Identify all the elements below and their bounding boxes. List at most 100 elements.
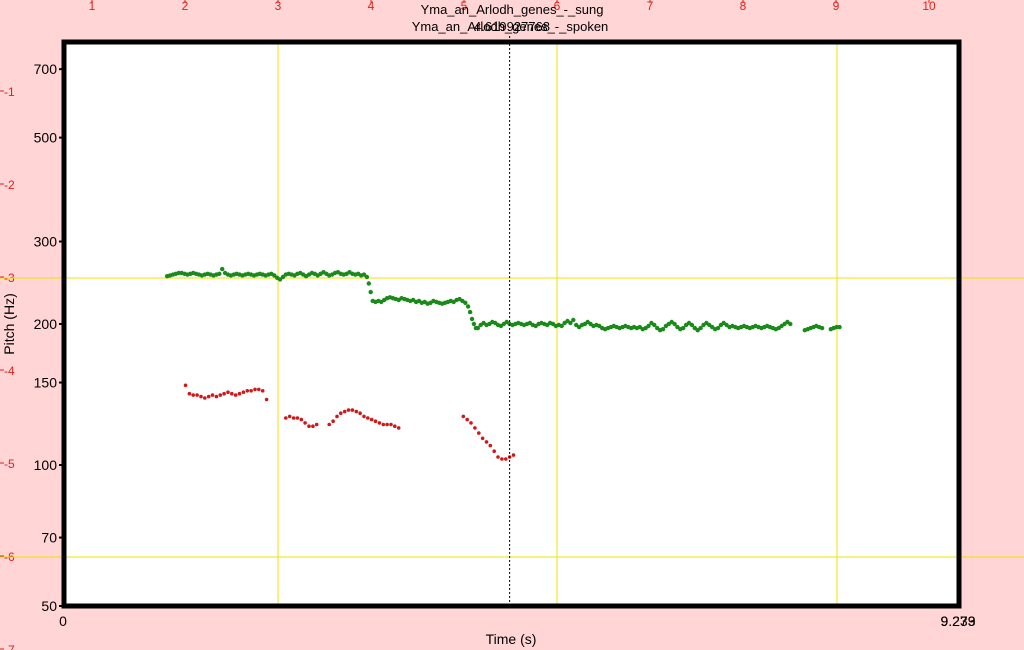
top-ruler-number: 9 — [833, 0, 840, 13]
top-ruler-number: 5 — [461, 0, 468, 13]
y-tick-label: 50 — [41, 598, 57, 614]
spoken-pitch-point — [230, 391, 234, 396]
spoken-pitch-point — [287, 414, 292, 419]
spoken-pitch-point — [492, 449, 497, 454]
sung-pitch-point — [368, 289, 373, 295]
spoken-pitch-point — [381, 422, 386, 427]
spoken-pitch-point — [480, 436, 485, 441]
series-layer — [165, 266, 842, 461]
top-ruler-number: 4 — [368, 0, 375, 13]
spoken-pitch-point — [389, 422, 393, 427]
spoken-pitch-point — [291, 416, 296, 420]
sung-pitch-point — [571, 317, 576, 323]
sung-pitch-point — [471, 321, 477, 327]
spoken-pitch-point — [484, 440, 489, 444]
sung-pitch-point — [689, 322, 695, 328]
top-ruler-number: 3 — [275, 0, 282, 13]
sung-pitch-point — [819, 325, 825, 331]
spoken-pitch-point — [187, 391, 192, 396]
spoken-pitch-point — [303, 421, 307, 425]
y-tick-label: 100 — [34, 457, 58, 473]
top-ruler-number: 7 — [647, 0, 654, 13]
spoken-pitch-point — [496, 455, 500, 459]
spoken-pitch-point — [260, 389, 265, 393]
spoken-pitch-point — [233, 393, 238, 397]
top-ruler-number: 1 — [89, 0, 96, 13]
sung-pitch-point — [366, 281, 371, 286]
spoken-pitch-point — [311, 424, 315, 429]
spoken-pitch-point — [241, 390, 246, 395]
y-tick-label: 70 — [41, 530, 57, 546]
sung-pitch-point — [469, 316, 475, 322]
spoken-pitch-point — [210, 393, 215, 397]
spoken-pitch-point — [249, 389, 253, 393]
y-tick-label: 150 — [34, 375, 58, 391]
spoken-pitch-point — [307, 424, 311, 429]
sung-title: Yma_an_Arlodh_genes_-_sung — [421, 2, 604, 17]
left-ruler: -1-2-3-4-5-6-7 — [0, 85, 15, 650]
sung-pitch-point — [652, 322, 657, 328]
spoken-pitch-point — [183, 383, 188, 388]
spoken-pitch-point — [327, 422, 332, 427]
spoken-pitch-point — [314, 422, 319, 427]
spoken-pitch-point — [362, 414, 366, 419]
spoken-pitch-point — [245, 389, 250, 393]
sung-pitch-point — [364, 274, 370, 280]
sung-pitch-point — [837, 324, 842, 330]
left-ruler-number: -4 — [4, 364, 15, 378]
spoken-pitch-point — [358, 411, 362, 416]
sung-pitch-point — [467, 309, 473, 315]
y-tick-label: 200 — [34, 316, 58, 332]
spoken-pitch-point — [342, 409, 347, 414]
cursor-time-label: 4.619927768 — [474, 19, 550, 34]
sung-pitch-point — [698, 325, 703, 331]
spoken-pitch-point — [385, 422, 389, 427]
x-axis-label: Time (s) — [486, 631, 537, 647]
spoken-pitch-point — [299, 417, 304, 422]
spoken-pitch-point — [504, 457, 508, 461]
spoken-title: Yma_an_Arlodh_genes_-_spoken — [412, 19, 609, 34]
sung-pitch-point — [715, 325, 721, 331]
spoken-pitch-point — [393, 424, 397, 429]
x-end-label: 9.279 — [940, 613, 975, 629]
x-start-label: 0 — [59, 613, 67, 629]
spoken-pitch-point — [366, 416, 370, 420]
sung-pitch-point — [788, 321, 793, 327]
spoken-pitch-point — [335, 414, 339, 419]
spoken-pitch-point — [222, 391, 226, 396]
spoken-pitch-point — [369, 417, 374, 422]
left-ruler-number: -7 — [4, 643, 15, 650]
sung-pitch-point — [681, 325, 686, 331]
spoken-pitch-point — [226, 390, 230, 395]
y-axis-ticks: 50 70 100 150 200 300 500 700 — [34, 61, 64, 614]
y-tick-label: 500 — [34, 130, 58, 146]
spoken-pitch-point — [257, 387, 261, 392]
sung-pitch-point — [559, 323, 564, 329]
spoken-pitch-point — [354, 409, 359, 414]
spoken-pitch-point — [199, 394, 203, 399]
spoken-pitch-point — [396, 426, 401, 430]
top-ruler-number: 8 — [740, 0, 747, 13]
top-ruler-number: 6 — [554, 0, 561, 13]
sung-pitch-point — [646, 323, 651, 329]
spoken-pitch-point — [191, 393, 195, 397]
spoken-pitch-point — [461, 414, 466, 419]
sung-pitch-point — [361, 272, 367, 277]
spoken-pitch-point — [264, 397, 269, 402]
spoken-pitch-point — [350, 408, 355, 412]
top-ruler: 1 2 3 4 5 6 7 8 9 10 — [89, 0, 936, 13]
x-end-label-overlap: 9.233 — [940, 613, 975, 629]
y-tick-label: 300 — [34, 234, 58, 250]
spoken-pitch-point — [295, 416, 300, 420]
spoken-pitch-point — [339, 411, 343, 416]
spoken-pitch-point — [473, 426, 477, 430]
spoken-pitch-point — [465, 417, 470, 422]
spoken-pitch-point — [377, 421, 382, 425]
spoken-pitch-point — [331, 419, 335, 424]
left-ruler-number: -2 — [4, 178, 15, 192]
spoken-pitch-point — [237, 391, 242, 396]
sung-pitch-point — [672, 321, 677, 327]
top-ruler-number: 10 — [922, 0, 936, 13]
sung-pitch-point — [463, 300, 468, 305]
